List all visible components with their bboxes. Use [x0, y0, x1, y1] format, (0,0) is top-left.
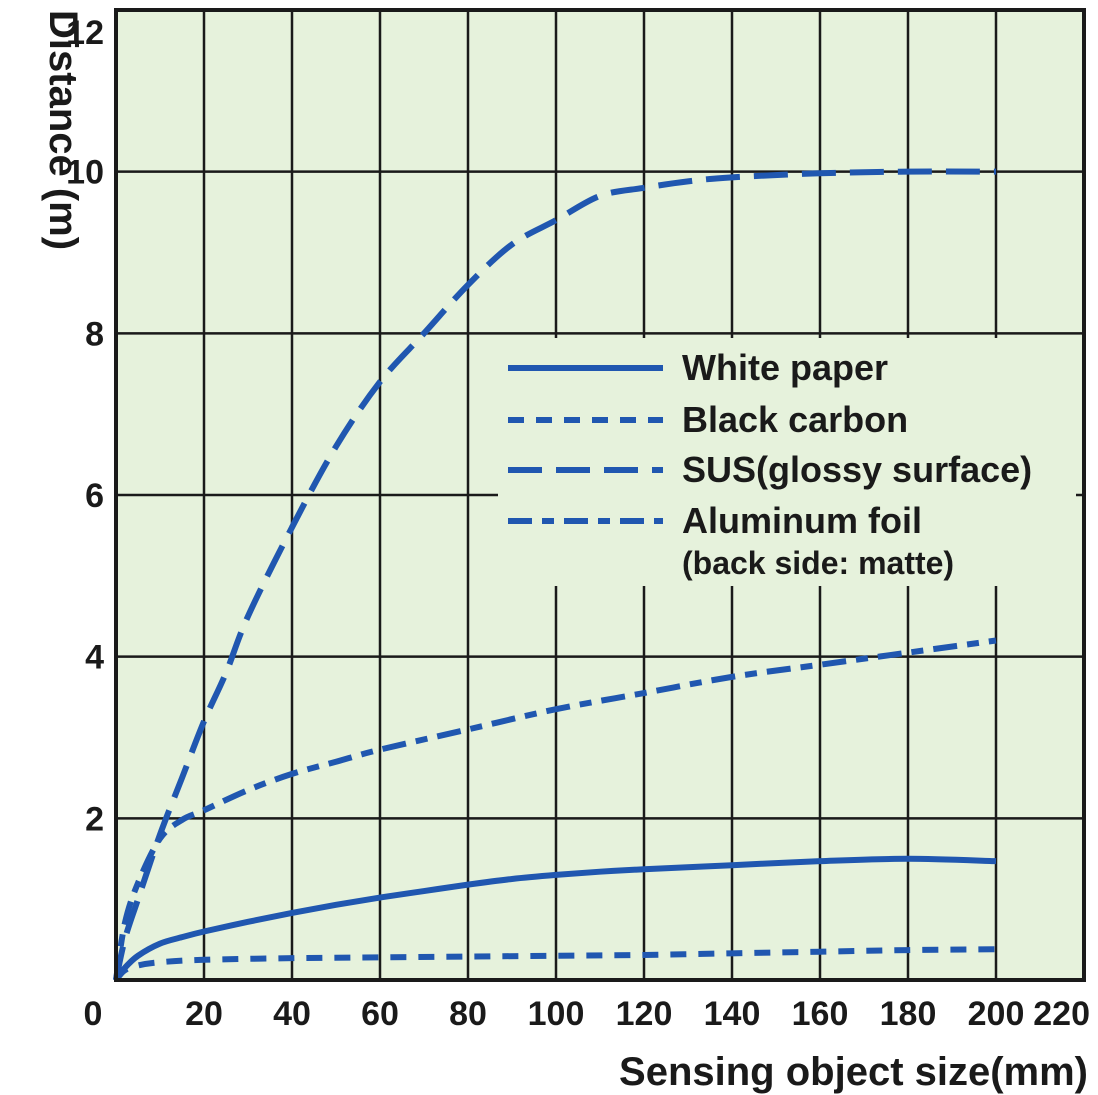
x-tick-label: 200: [968, 995, 1025, 1033]
x-tick-label: 40: [273, 995, 311, 1033]
y-tick-labels: 2 4 6 8 10 12: [66, 14, 104, 838]
x-tick-labels: 0 20 40 60 80 100 120 140 160 180 200 220: [84, 995, 1090, 1033]
legend-label-aluminum-foil: Aluminum foil: [682, 500, 922, 541]
legend-label-black-carbon: Black carbon: [682, 399, 908, 440]
legend-label-aluminum-foil-note: (back side: matte): [682, 545, 954, 581]
y-tick-label: 6: [85, 477, 104, 515]
y-tick-label: 10: [66, 154, 104, 192]
x-tick-label: 100: [528, 995, 585, 1033]
legend-label-sus: SUS(glossy surface): [682, 449, 1032, 490]
y-tick-label: 2: [85, 800, 104, 838]
x-tick-label: 220: [1033, 995, 1090, 1033]
legend: White paper Black carbon SUS(glossy surf…: [498, 338, 1076, 586]
series-line-2: [113, 946, 997, 983]
series-line-3: [113, 168, 997, 981]
y-tick-label: 4: [85, 639, 104, 677]
series-layer: [113, 168, 997, 983]
legend-label-white-paper: White paper: [682, 347, 888, 388]
x-tick-label: 60: [361, 995, 399, 1033]
x-tick-label: 0: [84, 995, 103, 1033]
series-line-4: [113, 637, 997, 981]
x-tick-label: 160: [792, 995, 849, 1033]
x-tick-label: 20: [185, 995, 223, 1033]
y-tick-label: 8: [85, 315, 104, 353]
legend-background: [498, 338, 1076, 586]
x-axis-title: Sensing object size(mm): [619, 1050, 1088, 1094]
y-axis-title: Distance (m): [41, 10, 85, 250]
x-tick-label: 80: [449, 995, 487, 1033]
y-tick-label: 12: [66, 14, 104, 52]
x-tick-label: 120: [616, 995, 673, 1033]
x-tick-label: 180: [880, 995, 937, 1033]
x-tick-label: 140: [704, 995, 761, 1033]
series-line-1: [113, 855, 997, 982]
plot-frame: [114, 8, 1086, 982]
